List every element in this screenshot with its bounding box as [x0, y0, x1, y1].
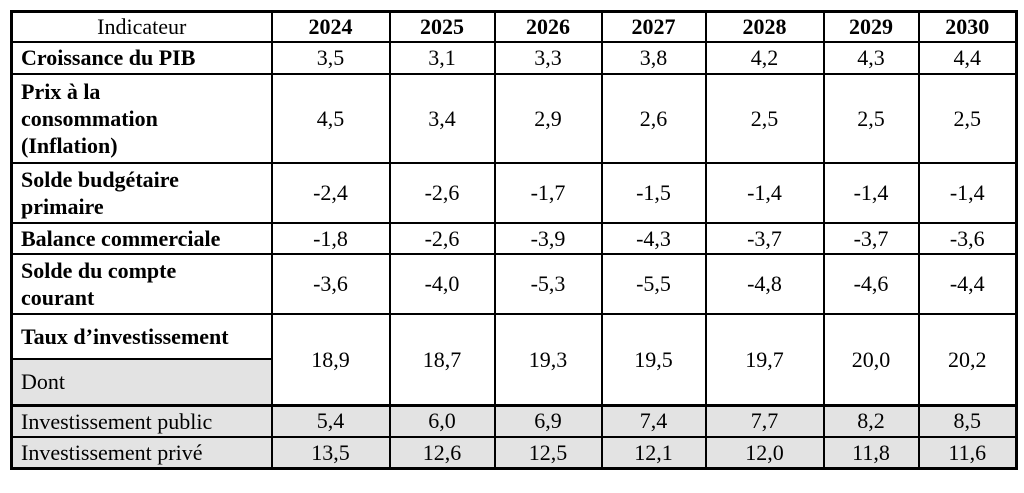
row-label: Taux d’investissement: [10, 313, 273, 361]
value-cell-merged: 20,2: [917, 313, 1018, 407]
header-year-2024: 2024: [270, 10, 391, 43]
row-label: Balance commerciale: [10, 221, 273, 256]
value-cell: -1,5: [600, 162, 707, 224]
row-trade-balance: Balance commerciale -1,8 -2,6 -3,9 -4,3 …: [10, 221, 1018, 256]
value-cell: -2,6: [388, 221, 496, 256]
header-year-2026: 2026: [493, 10, 603, 43]
value-cell: 3,1: [388, 41, 496, 75]
header-year-2030: 2030: [917, 10, 1018, 43]
value-cell-merged: 19,7: [704, 313, 825, 407]
value-cell: 8,5: [917, 403, 1018, 439]
value-cell-merged: 19,5: [600, 313, 707, 407]
value-cell: 5,4: [270, 403, 391, 439]
value-cell: 4,2: [704, 41, 825, 75]
value-cell: -4,4: [917, 253, 1018, 316]
value-cell: -1,4: [917, 162, 1018, 224]
value-cell: 4,4: [917, 41, 1018, 75]
row-label: Dont: [10, 358, 273, 407]
value-cell: -4,0: [388, 253, 496, 316]
value-cell: 12,5: [493, 436, 603, 470]
value-cell: 13,5: [270, 436, 391, 470]
value-cell: 8,2: [822, 403, 920, 439]
value-cell: 2,9: [493, 73, 603, 164]
value-cell: -3,6: [917, 221, 1018, 256]
value-cell: 3,8: [600, 41, 707, 75]
value-cell: -2,6: [388, 162, 496, 224]
value-cell: 6,9: [493, 403, 603, 439]
header-year-2029: 2029: [822, 10, 920, 43]
value-cell: 4,5: [270, 73, 391, 164]
header-row: Indicateur 2024 2025 2026 2027 2028 2029…: [10, 10, 1018, 43]
value-cell: 6,0: [388, 403, 496, 439]
value-cell: 4,3: [822, 41, 920, 75]
value-cell: -1,4: [704, 162, 825, 224]
value-cell-merged: 19,3: [493, 313, 603, 407]
economic-indicators-table: Indicateur 2024 2025 2026 2027 2028 2029…: [10, 10, 1018, 471]
value-cell: -3,7: [704, 221, 825, 256]
value-cell: 2,5: [917, 73, 1018, 164]
value-cell: -5,3: [493, 253, 603, 316]
row-dont: Dont: [10, 358, 1017, 407]
value-cell: 2,5: [704, 73, 825, 164]
header-year-2028: 2028: [704, 10, 825, 43]
header-indicator: Indicateur: [10, 10, 273, 43]
header-year-2025: 2025: [388, 10, 496, 43]
row-label: Croissance du PIB: [10, 41, 273, 75]
row-inflation: Prix à la consommation (Inflation) 4,5 3…: [10, 73, 1018, 164]
row-gdp-growth: Croissance du PIB 3,5 3,1 3,3 3,8 4,2 4,…: [10, 41, 1018, 75]
value-cell: 12,0: [704, 436, 825, 470]
row-label: Investissement privé: [10, 436, 273, 470]
value-cell: -1,7: [493, 162, 603, 224]
value-cell-merged: 18,7: [388, 313, 496, 407]
value-cell: -5,5: [600, 253, 707, 316]
row-label: Solde budgétaire primaire: [10, 162, 273, 224]
value-cell: -4,8: [704, 253, 825, 316]
row-label: Solde du compte courant: [10, 253, 273, 316]
header-year-2027: 2027: [600, 10, 707, 43]
value-cell: -3,7: [822, 221, 920, 256]
indicators-table-container: Indicateur 2024 2025 2026 2027 2028 2029…: [10, 10, 1018, 471]
value-cell: 12,6: [388, 436, 496, 470]
value-cell: 3,4: [388, 73, 496, 164]
row-investment-public: Investissement public 5,4 6,0 6,9 7,4 7,…: [10, 403, 1018, 439]
row-current-account-balance: Solde du compte courant -3,6 -4,0 -5,3 -…: [10, 253, 1018, 316]
value-cell-merged: 18,9: [270, 313, 391, 407]
value-cell: -2,4: [270, 162, 391, 224]
row-investment-private: Investissement privé 13,5 12,6 12,5 12,1…: [10, 436, 1018, 470]
value-cell: 7,4: [600, 403, 707, 439]
value-cell: -1,4: [822, 162, 920, 224]
value-cell: -3,9: [493, 221, 603, 256]
value-cell: 2,6: [600, 73, 707, 164]
value-cell: 7,7: [704, 403, 825, 439]
value-cell: -4,6: [822, 253, 920, 316]
value-cell: 11,6: [917, 436, 1018, 470]
value-cell-merged: 20,0: [822, 313, 920, 407]
value-cell: 12,1: [600, 436, 707, 470]
value-cell: -1,8: [270, 221, 391, 256]
value-cell: 2,5: [822, 73, 920, 164]
row-label: Investissement public: [10, 403, 273, 439]
value-cell: 11,8: [822, 436, 920, 470]
value-cell: 3,3: [493, 41, 603, 75]
value-cell: -3,6: [270, 253, 391, 316]
value-cell: -4,3: [600, 221, 707, 256]
row-primary-budget-balance: Solde budgétaire primaire -2,4 -2,6 -1,7…: [10, 162, 1018, 224]
row-label: Prix à la consommation (Inflation): [10, 73, 273, 164]
value-cell: 3,5: [270, 41, 391, 75]
row-investment-rate: Taux d’investissement 18,9 18,7 19,3 19,…: [10, 313, 1018, 407]
